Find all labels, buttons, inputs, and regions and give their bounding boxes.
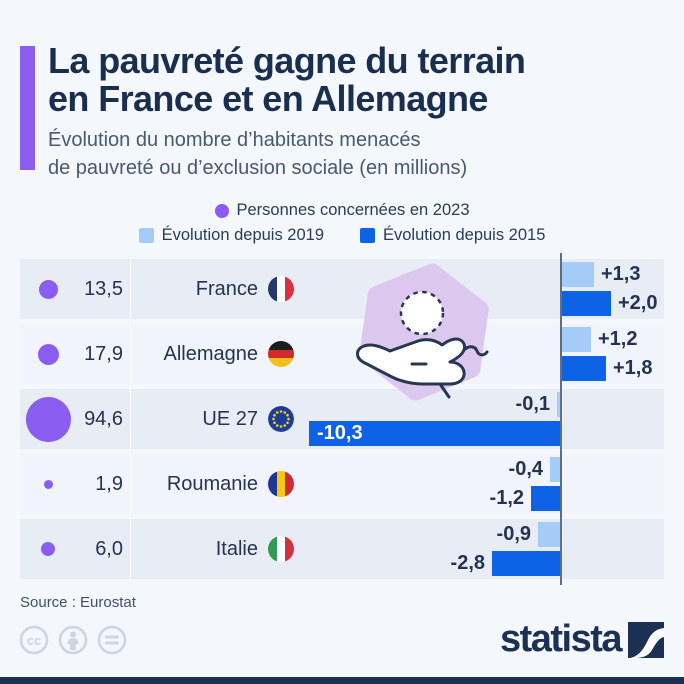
bottom-accent-bar <box>0 677 684 684</box>
since-2015-bar <box>309 421 560 446</box>
since-2019-value: +1,2 <box>598 328 638 350</box>
country-label: Italie <box>215 538 258 560</box>
country-label: UE 27 <box>202 408 258 430</box>
darkblue-square-icon <box>360 228 375 243</box>
lightblue-square-icon <box>138 228 154 243</box>
legend-item-since-2019: Évolution depuis 2019 <box>138 226 324 245</box>
persons-value: 17,9 <box>84 343 123 365</box>
legend-line-2: Évolution depuis 2019 Évolution depuis 2… <box>0 223 684 248</box>
page-subtitle: Évolution du nombre d’habitants menacés … <box>48 126 467 182</box>
since-2015-value: -10,3 <box>317 422 363 444</box>
since-2019-bar <box>562 262 594 287</box>
romania-flag-icon <box>268 471 294 497</box>
since-2019-bar <box>562 327 591 352</box>
legend-label: Évolution depuis 2019 <box>161 226 324 244</box>
since-2019-value: -0,4 <box>508 458 543 480</box>
cc-nd-equal-icon <box>97 625 127 655</box>
since-2019-value: -0,9 <box>496 523 531 545</box>
since-2015-bar <box>562 356 606 381</box>
cc-license-icons: cc <box>18 624 128 656</box>
column-divider <box>130 259 131 319</box>
since-2015-bar <box>492 551 560 576</box>
title-accent-bar <box>20 46 35 170</box>
legend-item-persons-2023: Personnes concernées en 2023 <box>214 201 470 220</box>
table-row-france <box>20 259 664 319</box>
since-2019-bar <box>550 457 560 482</box>
page-title: La pauvreté gagne du terrain en France e… <box>48 40 526 119</box>
country-label: Roumanie <box>166 473 258 495</box>
title-line-2: en France et en Allemagne <box>48 78 488 119</box>
subtitle-line-2: de pauvreté ou d’exclusion sociale (en m… <box>48 157 468 179</box>
statista-logo-icon <box>628 621 664 658</box>
source-note: Source : Eurostat <box>20 594 136 611</box>
germany-flag-icon <box>268 341 294 367</box>
cc-by-person-icon <box>58 625 88 655</box>
persons-bubble-germany <box>37 343 59 365</box>
country-label: France <box>195 278 258 300</box>
since-2015-bar <box>531 486 560 511</box>
persons-value: 6,0 <box>95 538 123 560</box>
chart-legend: Personnes concernées en 2023 Évolution d… <box>0 198 684 248</box>
svg-text:cc: cc <box>27 633 41 648</box>
since-2019-bar <box>557 392 560 417</box>
since-2015-value: +2,0 <box>618 292 658 314</box>
column-divider <box>130 389 131 449</box>
italy-flag-icon <box>268 536 294 562</box>
since-2019-bar <box>538 522 560 547</box>
france-flag-icon <box>268 276 294 302</box>
statista-wordmark: statista <box>499 618 623 660</box>
since-2019-value: +1,3 <box>601 263 641 285</box>
persons-bubble-eu <box>25 396 71 442</box>
country-label: Allemagne <box>163 343 258 365</box>
statista-logo: statista <box>500 618 664 661</box>
purple-dot-icon <box>214 203 229 218</box>
dashed-head-icon <box>399 290 445 336</box>
since-2015-value: -1,2 <box>489 487 524 509</box>
persons-bubble-romania <box>43 479 53 489</box>
since-2015-value: -2,8 <box>450 552 485 574</box>
hand-icon <box>356 337 466 386</box>
persons-value: 13,5 <box>84 278 123 300</box>
legend-label: Évolution depuis 2015 <box>383 226 546 244</box>
legend-label: Personnes concernées en 2023 <box>236 201 470 219</box>
subtitle-line-1: Évolution du nombre d’habitants menacés <box>48 129 421 151</box>
helping-hand-illustration <box>356 263 489 401</box>
persons-bubble-italy <box>41 542 55 556</box>
persons-value: 94,6 <box>84 408 123 430</box>
since-2015-value: +1,8 <box>613 357 653 379</box>
legend-item-since-2015: Évolution depuis 2015 <box>360 226 545 245</box>
title-line-1: La pauvreté gagne du terrain <box>48 40 526 81</box>
cc-icon: cc <box>19 625 49 655</box>
hand-detail-lines <box>410 345 489 399</box>
zero-axis-line <box>560 253 562 585</box>
column-divider <box>130 519 131 579</box>
legend-line-1: Personnes concernées en 2023 <box>0 198 684 223</box>
table-row-germany <box>20 324 664 384</box>
persons-value: 1,9 <box>95 473 123 495</box>
persons-bubble-france <box>38 279 58 299</box>
column-divider <box>130 454 131 514</box>
eu-flag-icon <box>268 406 294 432</box>
since-2015-bar <box>562 291 611 316</box>
column-divider <box>130 324 131 384</box>
since-2019-value: -0,1 <box>515 393 550 415</box>
